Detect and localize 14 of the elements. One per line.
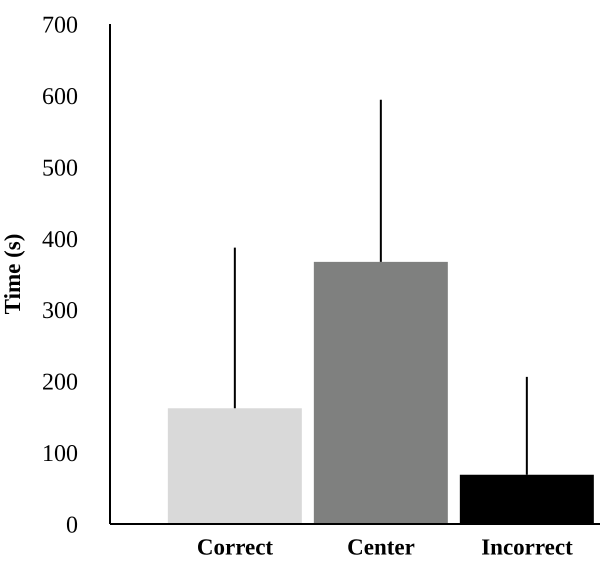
y-axis-title: Time (s) (0, 234, 26, 314)
y-tick-label: 400 (42, 226, 78, 253)
y-tick-label: 200 (42, 370, 78, 396)
y-tick-label: 600 (42, 84, 78, 110)
y-tick-label: 100 (42, 441, 78, 468)
y-tick-label: 300 (42, 298, 78, 324)
bar (314, 262, 448, 524)
y-tick-label: 0 (66, 512, 78, 539)
x-tick-label: Incorrect (481, 534, 574, 560)
x-tick-label: Correct (196, 534, 274, 560)
bar (168, 408, 302, 524)
x-tick-label: Center (347, 534, 415, 560)
y-tick-label: 500 (42, 155, 78, 182)
y-tick-label: 700 (42, 12, 78, 39)
